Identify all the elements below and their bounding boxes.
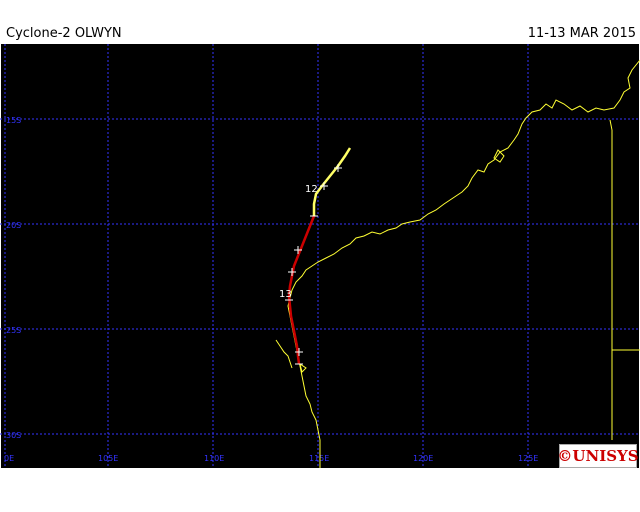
lat-label-25s: 25S — [6, 326, 21, 335]
lon-label-120e: 120E — [413, 454, 433, 463]
track-map: 15S 20S 25S 30S 0E 105E 110E 115E 120E 1… — [0, 44, 640, 468]
footer-bar — [0, 469, 640, 512]
track-segment-storm — [312, 147, 352, 216]
lat-label-20s: 20S — [6, 221, 21, 230]
lon-label-100e: 0E — [4, 454, 14, 463]
date-range: 11-13 MAR 2015 — [527, 26, 636, 41]
unisys-logo: ©UNISYS — [557, 444, 639, 468]
storm-track: 12 13 — [279, 147, 352, 365]
track-segment-cyclone — [287, 215, 316, 365]
lon-label-125e: 125E — [518, 454, 538, 463]
header-bar: Cyclone-2 OLWYN 11-13 MAR 2015 — [0, 0, 640, 43]
coastline — [275, 59, 640, 468]
lon-label-115e: 115E — [309, 454, 329, 463]
lat-lon-grid — [0, 44, 640, 468]
lon-label-105e: 105E — [98, 454, 118, 463]
map-frame — [0, 43, 640, 469]
logo-text: ©UNISYS — [557, 447, 639, 465]
lon-label-110e: 110E — [204, 454, 224, 463]
storm-title: Cyclone-2 OLWYN — [6, 26, 122, 41]
lat-label-30s: 30S — [6, 431, 21, 440]
track-day-label-12: 12 — [305, 184, 318, 195]
track-day-label-13: 13 — [279, 289, 292, 300]
lat-label-15s: 15S — [6, 116, 21, 125]
